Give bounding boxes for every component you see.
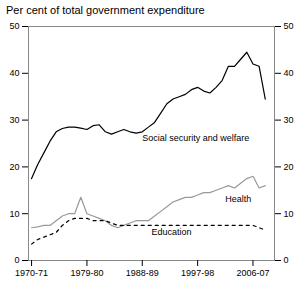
svg-text:20: 20 xyxy=(9,162,19,172)
svg-text:1979-80: 1979-80 xyxy=(70,268,103,278)
svg-text:10: 10 xyxy=(284,209,294,219)
svg-text:0: 0 xyxy=(14,255,19,265)
svg-text:10: 10 xyxy=(9,209,19,219)
svg-text:1997-98: 1997-98 xyxy=(181,268,214,278)
svg-text:1988-89: 1988-89 xyxy=(126,268,159,278)
svg-text:Health: Health xyxy=(225,194,251,204)
svg-text:40: 40 xyxy=(9,68,19,78)
svg-text:30: 30 xyxy=(284,115,294,125)
svg-text:20: 20 xyxy=(284,162,294,172)
svg-text:1970-71: 1970-71 xyxy=(15,268,48,278)
html-text:Per cent of total government e: Per cent of total government expenditure xyxy=(6,4,205,16)
svg-text:30: 30 xyxy=(9,115,19,125)
svg-text:50: 50 xyxy=(9,21,19,31)
svg-text:40: 40 xyxy=(284,68,294,78)
svg-text:2006-07: 2006-07 xyxy=(236,268,269,278)
svg-text:0: 0 xyxy=(284,255,289,265)
svg-text:Social security and welfare: Social security and welfare xyxy=(142,133,249,143)
svg-text:50: 50 xyxy=(284,21,294,31)
svg-text:Education: Education xyxy=(152,227,192,237)
